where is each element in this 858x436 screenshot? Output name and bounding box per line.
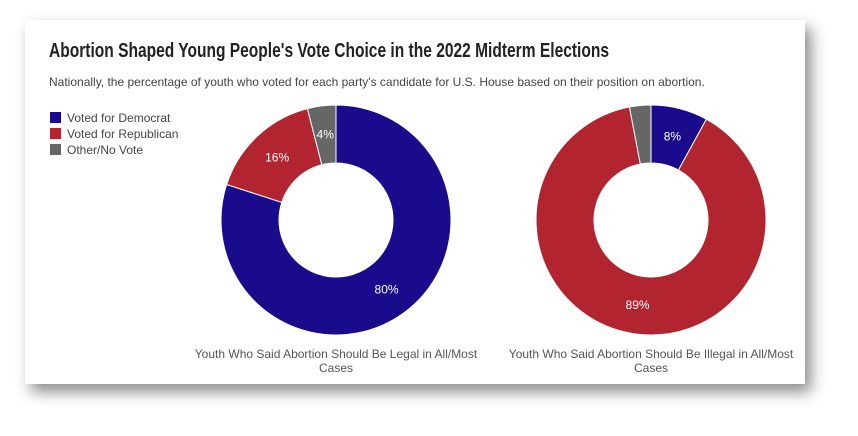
legend-swatch [50, 128, 61, 139]
value-label: 80% [375, 283, 399, 297]
value-label: 8% [664, 130, 682, 144]
legend-swatch [50, 112, 61, 123]
legend-label: Voted for Democrat [67, 111, 171, 125]
caption: Youth Who Said Abortion Should Be Illega… [508, 347, 794, 375]
donut-slice [535, 106, 767, 336]
legend-swatch [50, 144, 61, 155]
donut-slice [306, 104, 337, 166]
chart-title: Abortion Shaped Young People's Vote Choi… [49, 40, 609, 62]
donut-slice [628, 104, 652, 165]
value-label: 89% [626, 298, 650, 312]
value-label: 4% [317, 128, 335, 142]
legend-label: Other/No Vote [67, 143, 143, 157]
caption: Youth Who Said Abortion Should Be Legal … [194, 347, 478, 375]
donut-slice [220, 104, 452, 336]
value-label: 16% [265, 150, 289, 164]
legend-label: Voted for Republican [67, 127, 178, 141]
subtitle: Nationally, the percentage of youth who … [49, 75, 705, 89]
